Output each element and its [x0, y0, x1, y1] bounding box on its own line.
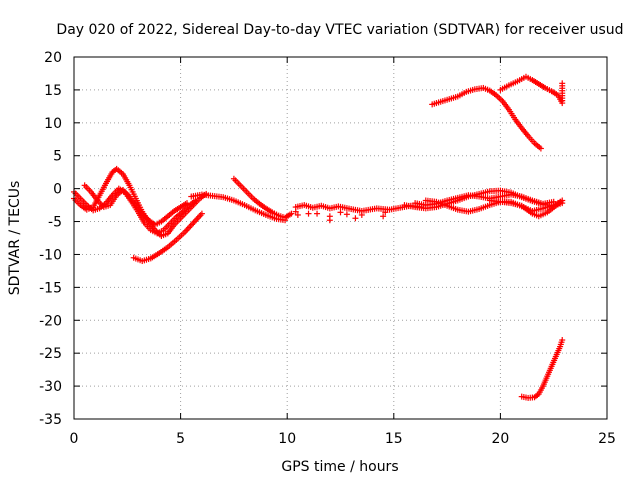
data-point [183, 200, 190, 207]
y-tick-label: 5 [53, 149, 62, 165]
series-track-c [81, 182, 190, 228]
data-point [358, 211, 365, 218]
x-tick-label: 5 [176, 431, 185, 447]
series-track-i [422, 197, 564, 215]
data-point [198, 210, 205, 217]
data-point [537, 145, 544, 152]
y-tick-label: -25 [39, 346, 62, 362]
y-tick-label: 15 [44, 83, 62, 99]
x-axis-ticks: 0 5 10 15 20 25 [70, 57, 616, 447]
x-tick-label: 15 [385, 431, 403, 447]
data-points [71, 73, 566, 401]
data-point [292, 208, 299, 215]
y-axis-label: SDTVAR / TECUs [7, 181, 23, 296]
data-point [550, 198, 557, 205]
data-point [382, 209, 389, 216]
data-point [337, 209, 344, 216]
data-point [559, 197, 566, 204]
x-axis-label: GPS time / hours [281, 459, 398, 475]
x-tick-label: 0 [70, 431, 79, 447]
y-tick-label: -10 [39, 247, 62, 263]
y-tick-label: 20 [44, 50, 62, 66]
chart-title: Day 020 of 2022, Sidereal Day-to-day VTE… [56, 22, 623, 38]
x-tick-label: 20 [491, 431, 509, 447]
data-point [380, 213, 387, 220]
data-point [352, 215, 359, 222]
series-isolated-marks [292, 208, 389, 224]
series-track-n [518, 337, 566, 401]
x-tick-label: 10 [278, 431, 296, 447]
plot-frame [73, 56, 608, 420]
series-track-d [130, 210, 205, 265]
x-tick-label: 25 [598, 431, 616, 447]
grid [73, 56, 608, 420]
data-point [288, 210, 295, 217]
data-point [559, 80, 566, 87]
y-tick-label: 10 [44, 116, 62, 132]
y-tick-label: -35 [39, 412, 62, 428]
y-tick-label: -30 [39, 379, 62, 395]
series-track-m [497, 73, 566, 107]
data-point [559, 337, 566, 344]
series-track-k [486, 197, 566, 220]
series-track-l [429, 84, 544, 152]
series-track-f [230, 175, 295, 221]
y-tick-label: -15 [39, 280, 62, 296]
y-tick-label: 0 [53, 182, 62, 198]
data-point [305, 210, 312, 217]
y-tick-label: -20 [39, 313, 62, 329]
y-tick-label: -5 [48, 215, 62, 231]
y-axis-ticks: 20 15 10 5 0 -5 -10 -15 -20 -25 -30 -35 [39, 50, 607, 428]
series-track-j [412, 191, 557, 209]
data-point [294, 211, 301, 218]
data-point [314, 210, 321, 217]
data-point [326, 217, 333, 224]
data-point [343, 211, 350, 218]
